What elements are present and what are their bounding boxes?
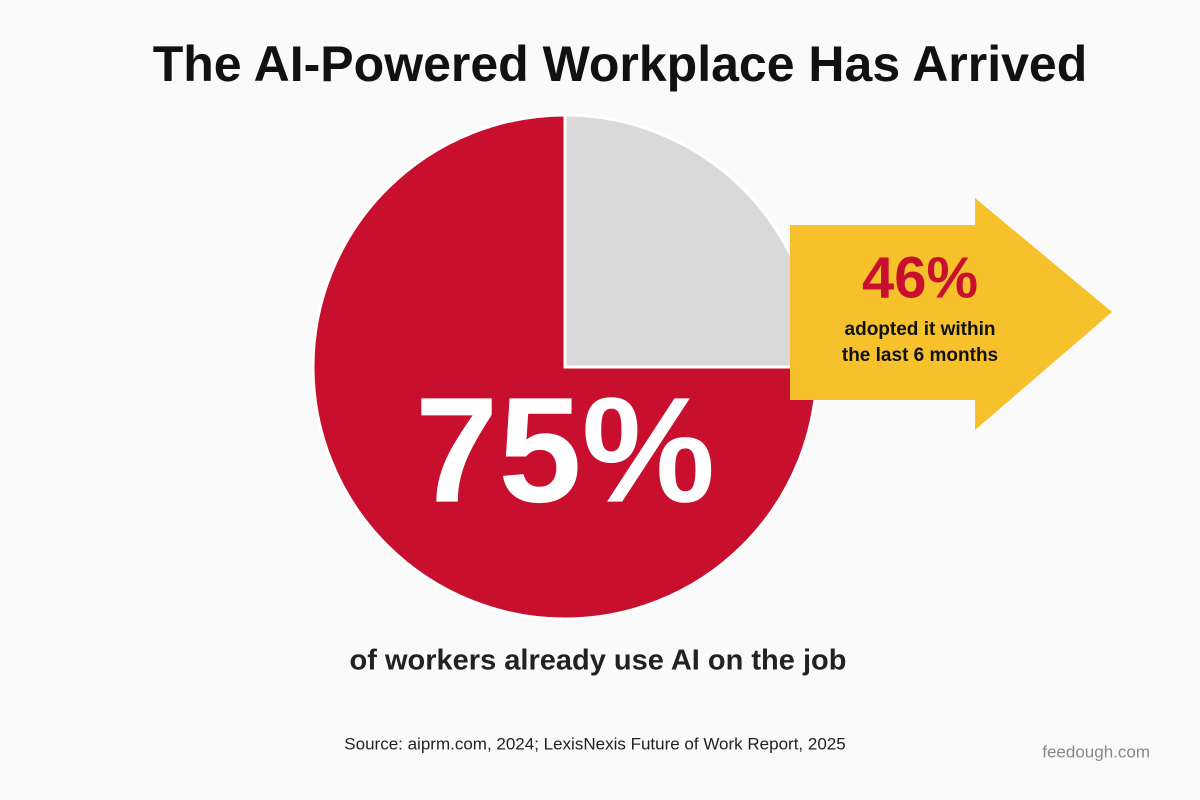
watermark: feedough.com	[1042, 742, 1150, 761]
callout-line: the last 6 months	[842, 345, 998, 366]
caption: of workers already use AI on the job	[350, 645, 847, 677]
callout-arrow	[790, 198, 1112, 430]
chart-title: The AI-Powered Workplace Has Arrived	[153, 36, 1088, 92]
source: Source: aiprm.com, 2024; LexisNexis Futu…	[344, 734, 845, 753]
slice-label: 75%	[415, 366, 715, 534]
callout-value: 46%	[862, 245, 978, 310]
callout-line: adopted it within	[845, 319, 996, 340]
